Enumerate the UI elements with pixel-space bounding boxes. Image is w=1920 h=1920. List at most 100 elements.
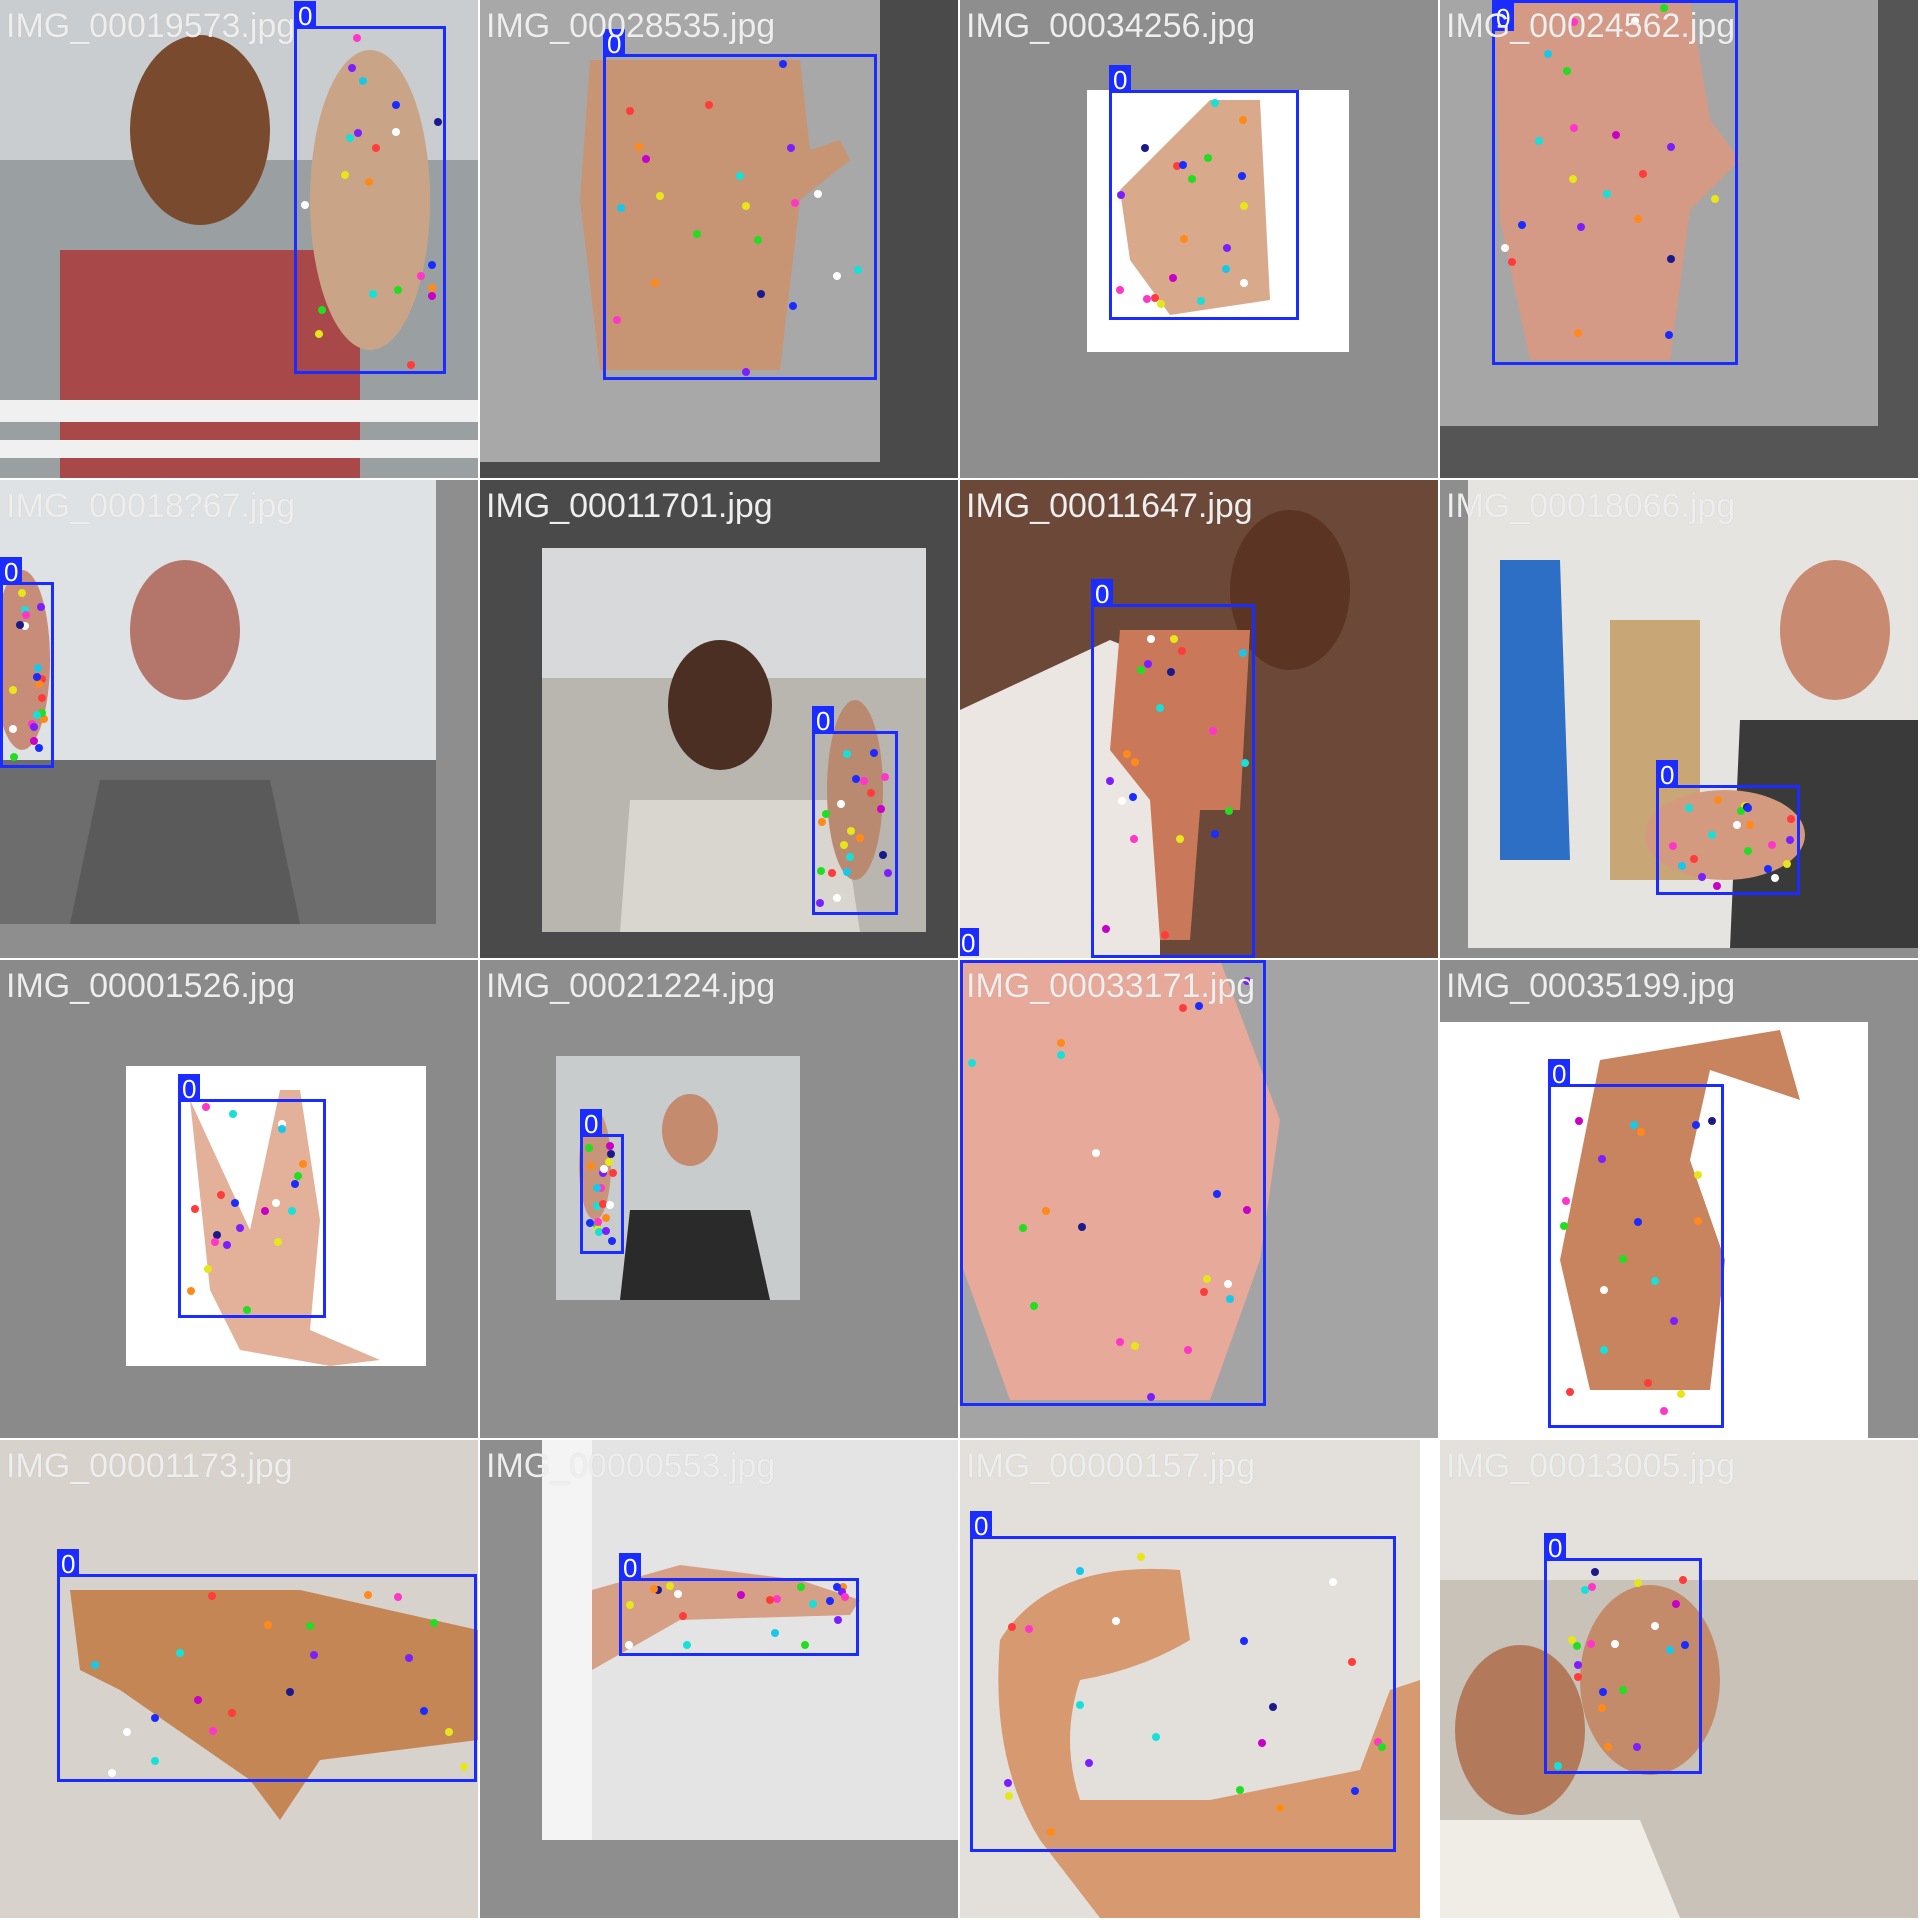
keypoint-dot [1238, 116, 1247, 125]
keypoint-dot [1268, 1703, 1277, 1712]
keypoint-dot [187, 1286, 195, 1295]
keypoint-dot [1677, 1389, 1686, 1398]
keypoint-dot [9, 753, 18, 762]
keypoint-dot [742, 367, 751, 376]
keypoint-dot [1563, 66, 1572, 75]
keypoint-dot [30, 737, 39, 746]
keypoint-dot [278, 1119, 287, 1128]
keypoint-dot [1633, 1218, 1642, 1227]
keypoint-dot [368, 289, 377, 298]
keypoint-dot [1508, 258, 1517, 267]
keypoint-dot [834, 1616, 843, 1625]
keypoint-dot [682, 1641, 691, 1650]
keypoint-dot [1225, 1295, 1234, 1304]
keypoint-dot [1131, 757, 1140, 766]
keypoint-dot [191, 1204, 200, 1213]
keypoint-dot [1187, 174, 1196, 183]
keypoint-dot [742, 202, 751, 211]
hand-bounding-box: 0 [294, 1, 446, 374]
keypoint-dot [832, 1582, 841, 1591]
keypoint-dot [34, 744, 43, 753]
keypoint-dot [801, 1641, 810, 1650]
keypoint-dot [151, 1756, 160, 1765]
keypoint-dot [846, 852, 855, 861]
keypoint-dot [1377, 1743, 1386, 1752]
tile-7: IMG_00011647.jpg 0 0 [960, 480, 1438, 958]
keypoint-dot [607, 1237, 616, 1246]
keypoint-dot [586, 1219, 595, 1228]
keypoint-dot [29, 722, 38, 731]
keypoint-dot [1076, 1701, 1085, 1710]
keypoint-dot [1637, 1127, 1646, 1136]
class-label: 0 [603, 29, 626, 59]
keypoint-dot [1238, 171, 1247, 180]
keypoint-dot [1117, 190, 1126, 199]
class-label: 0 [580, 1109, 603, 1139]
keypoint-dot [420, 1707, 429, 1716]
keypoint-dot [209, 1726, 218, 1735]
keypoint-dot [1576, 223, 1585, 232]
keypoint-dot [605, 1142, 614, 1151]
keypoint-dot [231, 1198, 240, 1207]
keypoint-dot [1599, 1688, 1608, 1697]
keypoint-dot [786, 144, 795, 153]
photo-woman-small [480, 960, 958, 1438]
class-label: 0 [57, 1549, 80, 1579]
keypoint-dot [832, 271, 841, 280]
keypoint-dot [1561, 1196, 1570, 1205]
keypoint-dot [430, 1618, 439, 1627]
keypoint-dot [211, 1237, 220, 1246]
keypoint-dot [866, 788, 875, 797]
keypoint-dot [1574, 329, 1583, 338]
keypoint-dot [1115, 286, 1124, 295]
keypoint-dot [1744, 846, 1753, 855]
photo-man-office [480, 480, 958, 958]
keypoint-dot [201, 1103, 210, 1112]
keypoint-dot [1746, 820, 1755, 829]
keypoint-dot [1084, 1759, 1093, 1767]
keypoint-dot [207, 1592, 216, 1601]
keypoint-dot [364, 177, 373, 186]
keypoint-dot [459, 1762, 468, 1771]
keypoint-dot [1176, 835, 1185, 844]
tile-16: IMG_00013005.jpg 0 [1440, 1440, 1918, 1918]
keypoint-dot [837, 799, 846, 808]
keypoint-dot [869, 749, 878, 758]
keypoint-dot [856, 834, 865, 843]
keypoint-dot [606, 1150, 615, 1159]
keypoint-dot [1239, 202, 1248, 211]
keypoint-dot [37, 675, 46, 684]
keypoint-dot [1005, 1792, 1014, 1801]
keypoint-dot [1211, 99, 1220, 108]
class-label: 0 [619, 1553, 642, 1583]
keypoint-dot [38, 709, 47, 718]
keypoint-dot [1029, 1301, 1038, 1310]
keypoint-dot [756, 290, 765, 299]
keypoint-dot [1078, 1223, 1087, 1232]
keypoint-dot [838, 1588, 847, 1597]
class-label: 0 [1492, 3, 1515, 33]
keypoint-dot [416, 272, 425, 281]
keypoint-dot [1574, 1672, 1583, 1681]
keypoint-dot [1670, 1316, 1679, 1325]
keypoint-dot [1587, 1582, 1596, 1591]
keypoint-dot [1638, 170, 1647, 179]
keypoint-dot [18, 589, 27, 598]
photo-c-shape-hand [960, 1440, 1438, 1918]
keypoint-dot [1744, 804, 1753, 813]
tile-5: IMG_00018?67.jpg 0 [0, 480, 478, 958]
keypoint-dot [1195, 1002, 1204, 1011]
keypoint-dot [271, 1198, 280, 1207]
keypoint-dot [1611, 1639, 1620, 1648]
keypoint-dot [1179, 234, 1188, 243]
keypoint-dot [217, 1191, 226, 1200]
keypoint-dot [808, 1599, 817, 1608]
hand-bounding-box: 0 [178, 1074, 326, 1318]
keypoint-dot [1177, 647, 1186, 656]
keypoint-dot [122, 1727, 131, 1736]
keypoint-dot [1152, 1732, 1161, 1741]
keypoint-dot [287, 1206, 296, 1215]
keypoint-dot [1710, 195, 1719, 204]
keypoint-dot [1129, 792, 1138, 801]
